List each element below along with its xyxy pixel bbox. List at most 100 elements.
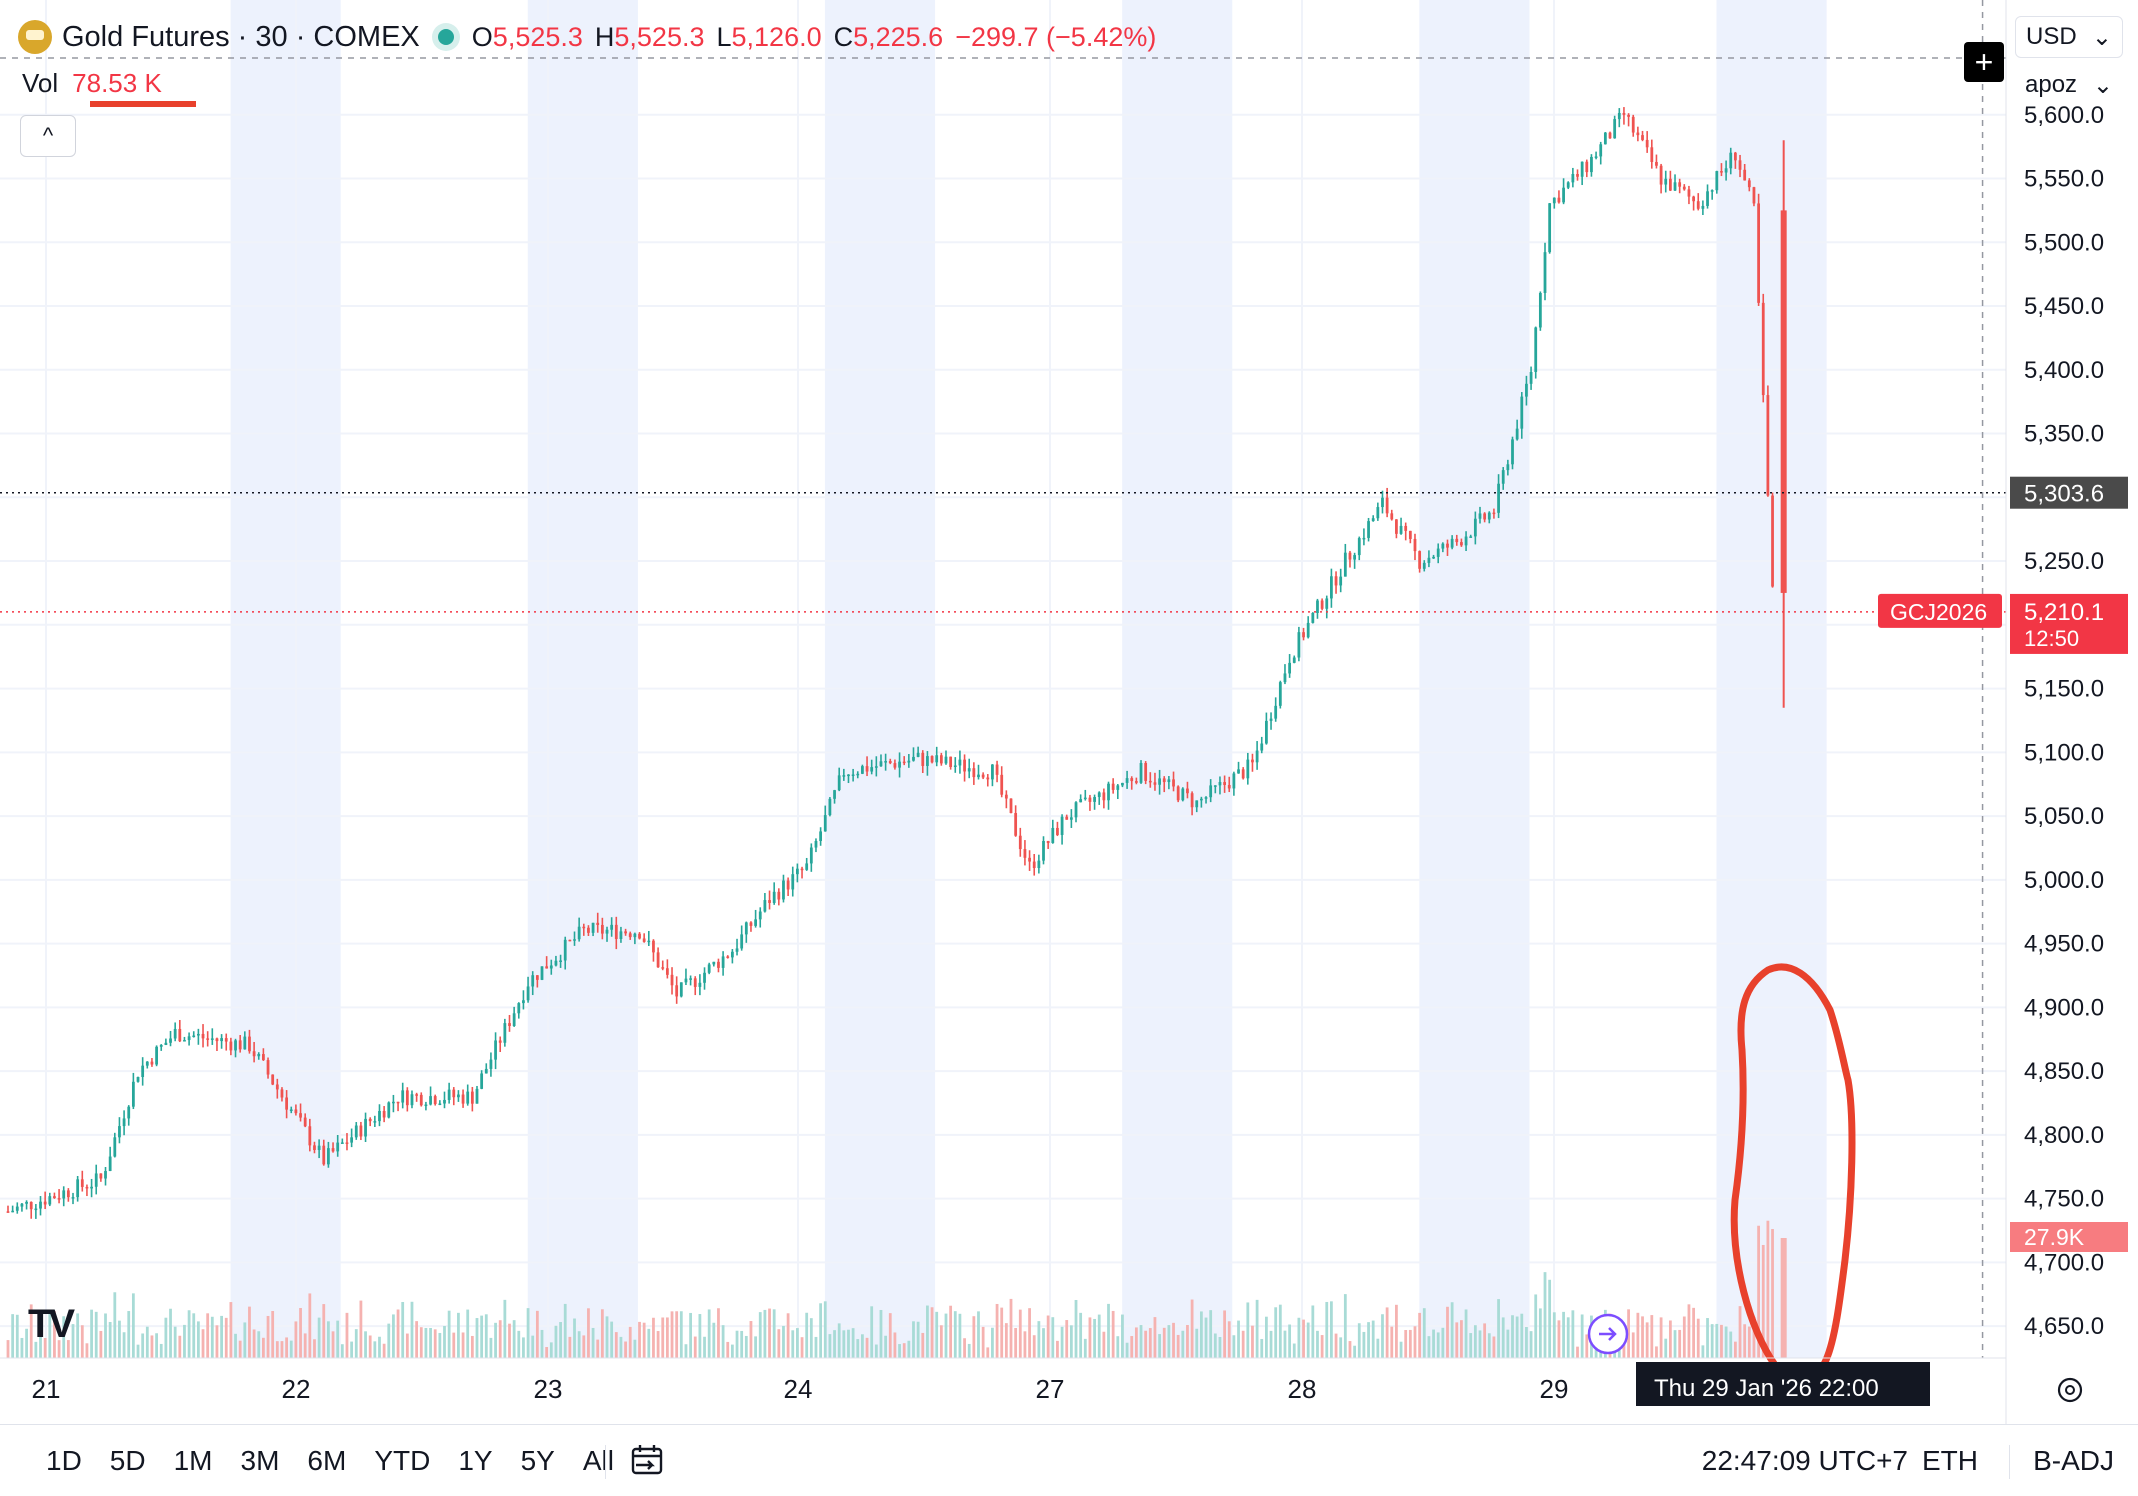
collapse-legend-button[interactable]: ^ [20, 115, 76, 157]
candle-body [452, 1090, 455, 1098]
volume-bar [680, 1311, 683, 1358]
candle-body [1437, 549, 1440, 557]
candle-body [1474, 519, 1477, 537]
volume-bar [1265, 1317, 1268, 1358]
candle-body [666, 968, 669, 975]
session-toggle[interactable]: ETH [1922, 1445, 1978, 1477]
price-tick-label: 5,350.0 [2024, 421, 2104, 448]
calendar-icon[interactable] [630, 1443, 666, 1477]
candle-body [1530, 372, 1533, 384]
candle-body [248, 1037, 251, 1052]
range-6m-button[interactable]: 6M [293, 1445, 360, 1477]
volume-bar [476, 1318, 479, 1358]
candle-body [1288, 663, 1291, 674]
range-1d-button[interactable]: 1D [32, 1445, 96, 1477]
volume-bar [499, 1320, 502, 1358]
high-key: H [595, 22, 615, 52]
candle-body [731, 952, 734, 958]
candle-body [657, 952, 660, 967]
volume-bar [921, 1333, 924, 1358]
volume-bar [332, 1331, 335, 1358]
candle-body [1135, 781, 1138, 783]
currency-value: USD [2026, 23, 2077, 51]
candle-body [1432, 557, 1435, 559]
candle-body [1493, 513, 1496, 515]
volume-bar [452, 1333, 455, 1358]
candle-body [587, 928, 590, 933]
volume-bar [257, 1331, 260, 1358]
session-band [1419, 0, 1529, 1358]
volume-legend[interactable]: Vol 78.53 K [22, 68, 162, 99]
volume-bar [833, 1330, 836, 1358]
candle-body [1688, 189, 1691, 196]
candle-body [1260, 744, 1263, 751]
candle-body [229, 1042, 232, 1051]
volume-bar [378, 1337, 381, 1358]
volume-bar [1102, 1332, 1105, 1358]
volume-bar [429, 1328, 432, 1358]
session-band [1717, 0, 1827, 1358]
symbol-title[interactable]: Gold Futures · 30 · COMEX [62, 21, 420, 54]
currency-select[interactable]: USD ⌄ [2015, 16, 2123, 58]
session-background [231, 0, 1827, 1358]
candle-body [373, 1121, 376, 1123]
candle-body [1112, 784, 1115, 790]
candle-body [791, 874, 794, 889]
candle-body [1720, 171, 1723, 173]
volume-bar [694, 1337, 697, 1358]
candle-body [392, 1102, 395, 1104]
range-all-button[interactable]: All [569, 1445, 628, 1477]
volume-bar [1390, 1327, 1393, 1358]
range-ytd-button[interactable]: YTD [360, 1445, 444, 1477]
volume-bar [1223, 1310, 1226, 1358]
range-3m-button[interactable]: 3M [227, 1445, 294, 1477]
range-1m-button[interactable]: 1M [160, 1445, 227, 1477]
session-clock[interactable]: 22:47:09 UTC+7 [1702, 1445, 1908, 1477]
candle-body [745, 922, 748, 934]
time-axis[interactable]: 21 22 23 24 27 28 29 [32, 1374, 1569, 1404]
volume-bar [485, 1314, 488, 1358]
tradingview-logo-icon[interactable]: TV [28, 1302, 71, 1347]
volume-bar [726, 1342, 729, 1358]
candle-body [991, 765, 994, 780]
volume-bar [373, 1341, 376, 1358]
candle-body [499, 1040, 502, 1042]
candle-body [1037, 861, 1040, 868]
candle-body [1033, 862, 1036, 868]
volume-bar [90, 1310, 93, 1358]
volume-bar [805, 1313, 808, 1358]
candle-body [610, 925, 613, 930]
candle-body [1372, 518, 1375, 521]
candle-body [1757, 203, 1760, 302]
volume-bar [754, 1336, 757, 1358]
range-5d-button[interactable]: 5D [96, 1445, 160, 1477]
volume-bar [1576, 1347, 1579, 1358]
adjustment-toggle[interactable]: B-ADJ [2033, 1445, 2114, 1477]
volume-bar [1010, 1299, 1013, 1358]
range-1y-button[interactable]: 1Y [444, 1445, 506, 1477]
range-5y-button[interactable]: 5Y [507, 1445, 569, 1477]
volume-bar [1070, 1325, 1073, 1358]
volume-bar [1497, 1299, 1500, 1358]
volume-bar [1534, 1294, 1537, 1358]
volume-bar [1237, 1321, 1240, 1358]
candle-body [304, 1118, 307, 1127]
volume-bar [243, 1322, 246, 1358]
volume-bar [7, 1340, 10, 1358]
chevron-down-icon: ⌄ [2092, 23, 2112, 52]
candle-body [485, 1069, 488, 1074]
volume-bar [178, 1336, 181, 1358]
candle-body [1167, 779, 1170, 782]
volume-bar [1047, 1316, 1050, 1358]
plus-icon[interactable]: + [1964, 42, 2004, 82]
candle-body [1075, 802, 1078, 817]
unit-select[interactable]: apoz ⌄ [2015, 64, 2123, 106]
volume-bar [220, 1316, 223, 1358]
volume-bar [480, 1316, 483, 1358]
price-axis[interactable]: 5,600.0 5,550.0 5,500.0 5,450.0 5,400.0 5,350… [2024, 102, 2104, 1340]
bottom-toolbar: 1D 5D 1M 3M 6M YTD 1Y 5Y All 22:47:09 UT… [0, 1424, 2138, 1496]
candle-body [777, 892, 780, 900]
volume-bar [1367, 1322, 1370, 1358]
symbol-legend[interactable]: Gold Futures · 30 · COMEX O5,525.3 H5,52… [18, 14, 1156, 60]
